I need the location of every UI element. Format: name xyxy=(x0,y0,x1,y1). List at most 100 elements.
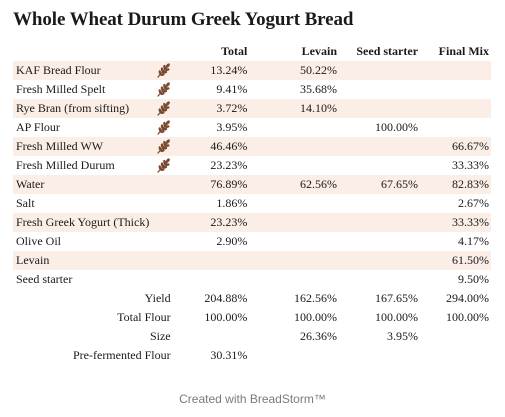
seed-starter-percent xyxy=(337,80,418,99)
seed-starter-percent xyxy=(337,99,419,118)
wheat-icon xyxy=(156,157,172,173)
ingredient-name: Fresh Milled Durum xyxy=(16,158,115,172)
ingredient-name: Water xyxy=(13,175,150,194)
final-mix-percent: 82.83% xyxy=(418,175,491,194)
summary-final-mix xyxy=(418,327,491,346)
flour-icon-cell xyxy=(149,137,179,156)
levain-percent xyxy=(247,156,337,175)
wheat-icon xyxy=(156,138,172,154)
seed-starter-percent xyxy=(337,270,418,289)
seed-starter-percent xyxy=(337,156,418,175)
summary-row: Yield 204.88% 162.56% 167.65% 294.00% xyxy=(13,289,491,308)
seed-starter-column-header: Seed starter xyxy=(356,44,419,58)
final-mix-column-header: Final Mix xyxy=(438,44,489,58)
seed-starter-percent xyxy=(337,194,418,213)
total-percent: 13.24% xyxy=(178,61,248,80)
seed-starter-percent: 100.00% xyxy=(375,120,419,134)
seed-starter-percent xyxy=(337,251,419,270)
flour-icon-cell xyxy=(149,213,179,232)
levain-percent xyxy=(247,137,337,156)
ingredient-row: Seed starter 9.50% xyxy=(13,270,491,289)
summary-levain: 26.36% xyxy=(247,327,337,346)
summary-row: Size 26.36% 3.95% xyxy=(13,327,491,346)
total-percent: 23.23% xyxy=(178,213,248,232)
flour-icon-cell xyxy=(149,61,179,80)
ingredient-row: Fresh Milled WW 46.46% 66.67% xyxy=(13,137,491,156)
levain-percent: 35.68% xyxy=(300,82,337,96)
total-percent: 23.23% xyxy=(210,158,248,172)
ingredient-name: Fresh Milled Spelt xyxy=(16,82,106,96)
total-percent xyxy=(179,270,248,289)
ingredient-name: Fresh Milled WW xyxy=(13,137,150,156)
levain-percent xyxy=(247,213,337,232)
total-percent: 46.46% xyxy=(178,137,248,156)
final-mix-percent: 61.50% xyxy=(418,251,491,270)
ingredient-row: KAF Bread Flour 13.24% 50.22% xyxy=(13,61,491,80)
summary-total: 204.88% xyxy=(178,289,248,308)
total-percent: 9.41% xyxy=(216,82,248,96)
flour-icon-cell xyxy=(149,270,178,289)
summary-final-mix xyxy=(418,346,491,365)
total-percent: 76.89% xyxy=(178,175,248,194)
header-row: Total Levain Seed starter Final Mix xyxy=(13,41,491,61)
total-percent: 3.72% xyxy=(178,99,248,118)
footer-credit: Created with BreadStorm™ xyxy=(179,392,326,406)
seed-starter-percent xyxy=(337,213,419,232)
final-mix-percent: 33.33% xyxy=(418,213,491,232)
levain-percent: 62.56% xyxy=(247,175,337,194)
ingredient-name: Olive Oil xyxy=(16,234,61,248)
summary-total xyxy=(178,327,248,346)
summary-label: Yield xyxy=(13,289,179,308)
levain-percent xyxy=(247,232,337,251)
final-mix-percent xyxy=(418,61,491,80)
levain-percent xyxy=(247,251,337,270)
seed-starter-percent: 67.65% xyxy=(337,175,419,194)
levain-percent xyxy=(247,194,337,213)
levain-percent: 14.10% xyxy=(247,99,337,118)
ingredient-row: Water 76.89% 62.56% 67.65% 82.83% xyxy=(13,175,491,194)
levain-percent: 50.22% xyxy=(247,61,337,80)
total-percent xyxy=(178,251,248,270)
wheat-icon xyxy=(156,81,172,97)
ingredient-row: AP Flour 3.95% 100.00% xyxy=(13,118,491,137)
ingredient-row: Salt 1.86% 2.67% xyxy=(13,194,491,213)
summary-total: 100.00% xyxy=(178,308,248,327)
final-mix-percent xyxy=(418,99,491,118)
ingredient-name: KAF Bread Flour xyxy=(13,61,150,80)
final-mix-percent: 4.17% xyxy=(458,234,489,248)
ingredient-name: Rye Bran (from sifting) xyxy=(13,99,150,118)
final-mix-percent xyxy=(418,80,491,99)
summary-label: Total Flour xyxy=(13,308,179,327)
summary-total: 30.31% xyxy=(178,346,248,365)
flour-icon-cell xyxy=(149,156,178,175)
total-percent: 3.95% xyxy=(216,120,248,134)
ingredient-row: Rye Bran (from sifting) 3.72% 14.10% xyxy=(13,99,491,118)
ingredient-row: Fresh Milled Spelt 9.41% 35.68% xyxy=(13,80,491,99)
total-percent: 2.90% xyxy=(216,234,248,248)
flour-icon-cell xyxy=(149,99,179,118)
name-column-header xyxy=(13,41,149,61)
recipe-title: Whole Wheat Durum Greek Yogurt Bread xyxy=(13,9,354,30)
levain-column-header: Levain xyxy=(301,44,337,58)
summary-final-mix: 294.00% xyxy=(418,289,491,308)
formula-table: Total Levain Seed starter Final Mix KAF … xyxy=(13,41,491,365)
ingredient-row: Fresh Greek Yogurt (Thick) 23.23% 33.33% xyxy=(13,213,491,232)
summary-seed-starter: 167.65% xyxy=(337,289,419,308)
summary-levain xyxy=(247,346,337,365)
icon-column-header xyxy=(149,41,178,61)
ingredient-row: Levain 61.50% xyxy=(13,251,491,270)
flour-icon-cell xyxy=(149,251,179,270)
seed-starter-percent xyxy=(337,61,419,80)
flour-icon-cell xyxy=(149,194,178,213)
flour-icon-cell xyxy=(149,80,178,99)
ingredient-row: Fresh Milled Durum 23.23% 33.33% xyxy=(13,156,491,175)
ingredient-name: Fresh Greek Yogurt (Thick) xyxy=(13,213,150,232)
wheat-icon xyxy=(156,62,172,78)
total-column-header: Total xyxy=(221,44,248,58)
summary-levain: 162.56% xyxy=(247,289,337,308)
seed-starter-percent xyxy=(337,137,419,156)
wheat-icon xyxy=(156,119,172,135)
summary-seed-starter: 100.00% xyxy=(337,308,419,327)
seed-starter-percent xyxy=(337,232,418,251)
final-mix-percent: 2.67% xyxy=(458,196,489,210)
